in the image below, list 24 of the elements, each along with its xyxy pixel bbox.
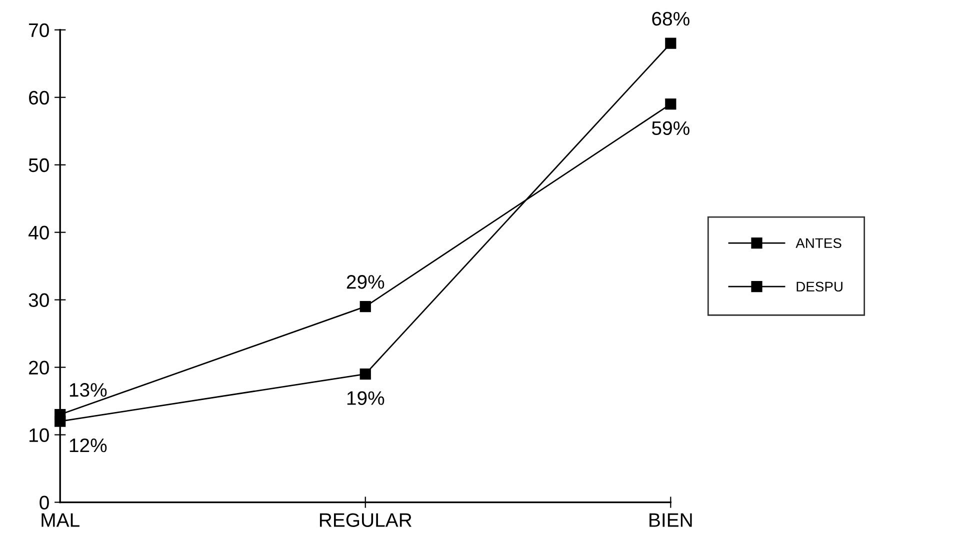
data-label: 13%	[70, 383, 107, 397]
point	[54, 416, 66, 427]
legend-label: ANTES	[796, 238, 842, 248]
data-label: 59%	[652, 121, 690, 136]
y-tick-label: 30	[28, 293, 49, 308]
y-tick-label: 20	[29, 360, 49, 375]
data-label: 29%	[346, 275, 384, 289]
y-tick-label: 10	[30, 428, 49, 442]
x-tick-label: REGULAR	[320, 513, 412, 527]
point	[665, 38, 676, 49]
legend-label: DESPU	[796, 282, 842, 292]
y-tick-label: 40	[28, 226, 49, 240]
data-label: 19%	[347, 391, 384, 405]
point	[360, 368, 371, 380]
y-tick-label: 0	[40, 496, 49, 510]
data-label: 68%	[652, 12, 690, 26]
y-tick-label: 50	[28, 158, 49, 172]
y-tick-label: 70	[29, 23, 49, 38]
data-label: 12%	[70, 438, 107, 452]
point	[360, 301, 371, 312]
x-tick-label: MAL	[42, 513, 80, 527]
y-tick-label: 60	[29, 90, 49, 105]
point	[665, 98, 676, 110]
x-tick-label: BIEN	[650, 513, 692, 527]
